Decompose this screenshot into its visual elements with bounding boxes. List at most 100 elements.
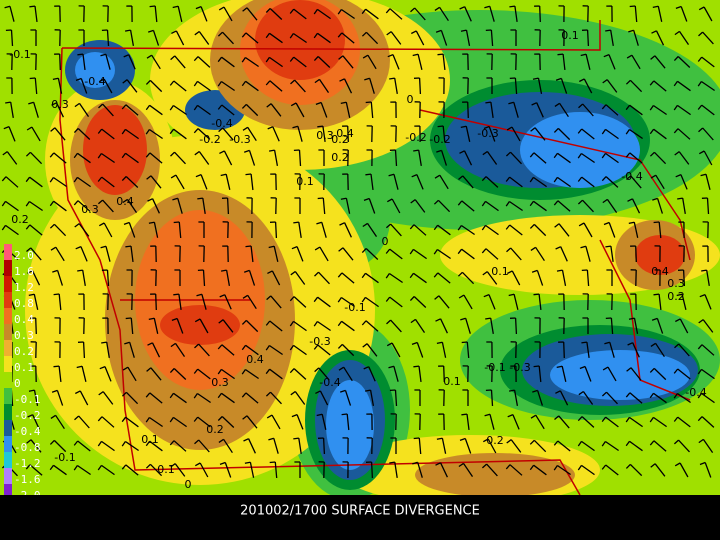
wind-barb (606, 269, 613, 286)
wind-barb (266, 414, 281, 430)
wind-barb (529, 200, 547, 212)
legend-swatch (4, 260, 12, 276)
wind-barb (196, 293, 207, 310)
wind-barb (410, 7, 426, 21)
wind-barb (194, 150, 210, 165)
wind-barb (193, 80, 211, 92)
wind-barb (458, 462, 474, 477)
wind-barb (101, 341, 110, 359)
legend-swatch (4, 292, 12, 308)
wind-barb (243, 438, 256, 454)
wind-barb (318, 149, 325, 166)
wind-barb (3, 125, 16, 142)
wind-barb (222, 221, 229, 239)
wind-barb (241, 344, 259, 356)
wind-barb (555, 390, 569, 406)
wind-barb (461, 413, 470, 430)
wind-barb (385, 272, 403, 284)
wind-barb (698, 31, 714, 45)
wind-barb (50, 414, 65, 430)
contour-label: 0.1 (491, 265, 509, 278)
legend-label: 2.0 (14, 249, 34, 262)
wind-barb (361, 8, 379, 20)
wind-barb (582, 5, 589, 23)
wind-barb (509, 5, 518, 22)
wind-barb (529, 223, 547, 237)
wind-barb (99, 365, 112, 382)
wind-barb (291, 245, 304, 262)
wind-barb (553, 176, 571, 188)
wind-barb (677, 269, 686, 287)
wind-barb (318, 461, 325, 479)
wind-barb (122, 366, 137, 382)
wind-barb (459, 437, 472, 454)
wind-barb (601, 128, 619, 140)
wind-barb (291, 413, 304, 430)
legend-label: 0.8 (14, 297, 34, 310)
wind-barb (124, 29, 135, 47)
wind-barb (145, 79, 163, 93)
wind-barb (365, 173, 374, 190)
wind-barb (241, 80, 259, 92)
wind-barb (509, 317, 518, 335)
wind-barb (457, 224, 475, 236)
wind-barb (52, 77, 63, 94)
wind-barb (54, 5, 61, 23)
wind-barb (460, 125, 471, 142)
wind-barb (486, 365, 493, 383)
wind-barb (577, 416, 595, 428)
wind-barb (630, 245, 637, 263)
wind-barb (674, 151, 690, 165)
contour-label: -0.3 (509, 361, 530, 374)
legend-swatch (4, 404, 12, 420)
contour-label: 0 (407, 93, 414, 106)
wind-barb (556, 269, 567, 287)
wind-barb (361, 296, 379, 308)
wind-barb (485, 101, 494, 118)
wind-barb (460, 317, 471, 334)
wind-barb (293, 221, 302, 238)
wind-barb (342, 437, 349, 455)
wind-barb (411, 341, 424, 358)
wind-barb (602, 366, 617, 382)
wind-barb (246, 197, 253, 215)
wind-barb (481, 463, 498, 477)
wind-barb (145, 416, 163, 428)
wind-barb (97, 128, 115, 140)
wind-barb (75, 77, 88, 94)
legend-label: 0.3 (14, 329, 34, 342)
wind-barb (649, 392, 667, 404)
wind-barb (78, 293, 85, 311)
wind-barb (601, 440, 619, 452)
legend-swatch (4, 324, 12, 340)
wind-barb (481, 224, 499, 236)
wind-barb (530, 414, 545, 430)
wind-barb (145, 104, 163, 116)
wind-barb (145, 440, 163, 452)
wind-barb (508, 389, 519, 407)
wind-barb (385, 296, 403, 308)
wind-barb (554, 223, 570, 237)
wind-barb (698, 438, 714, 453)
wind-barb (530, 127, 546, 141)
wind-barb (697, 368, 715, 380)
wind-barb (219, 294, 232, 310)
wind-barb (510, 29, 517, 46)
wind-barb (97, 464, 115, 476)
wind-barb (433, 224, 451, 236)
wind-barb (437, 125, 446, 143)
wind-barb (241, 368, 259, 380)
wind-barb (437, 53, 446, 70)
wind-barb (170, 342, 186, 357)
wind-barb (389, 389, 398, 407)
wind-barb (697, 392, 715, 404)
wind-barb (438, 101, 445, 119)
wind-barb (51, 102, 64, 118)
wind-barb (601, 176, 619, 188)
wind-barb (697, 104, 715, 116)
contour-label: -0.2 (429, 133, 450, 146)
wind-barb (243, 149, 256, 166)
wind-barb (505, 464, 523, 476)
contour-label: -0.2 (199, 133, 220, 146)
